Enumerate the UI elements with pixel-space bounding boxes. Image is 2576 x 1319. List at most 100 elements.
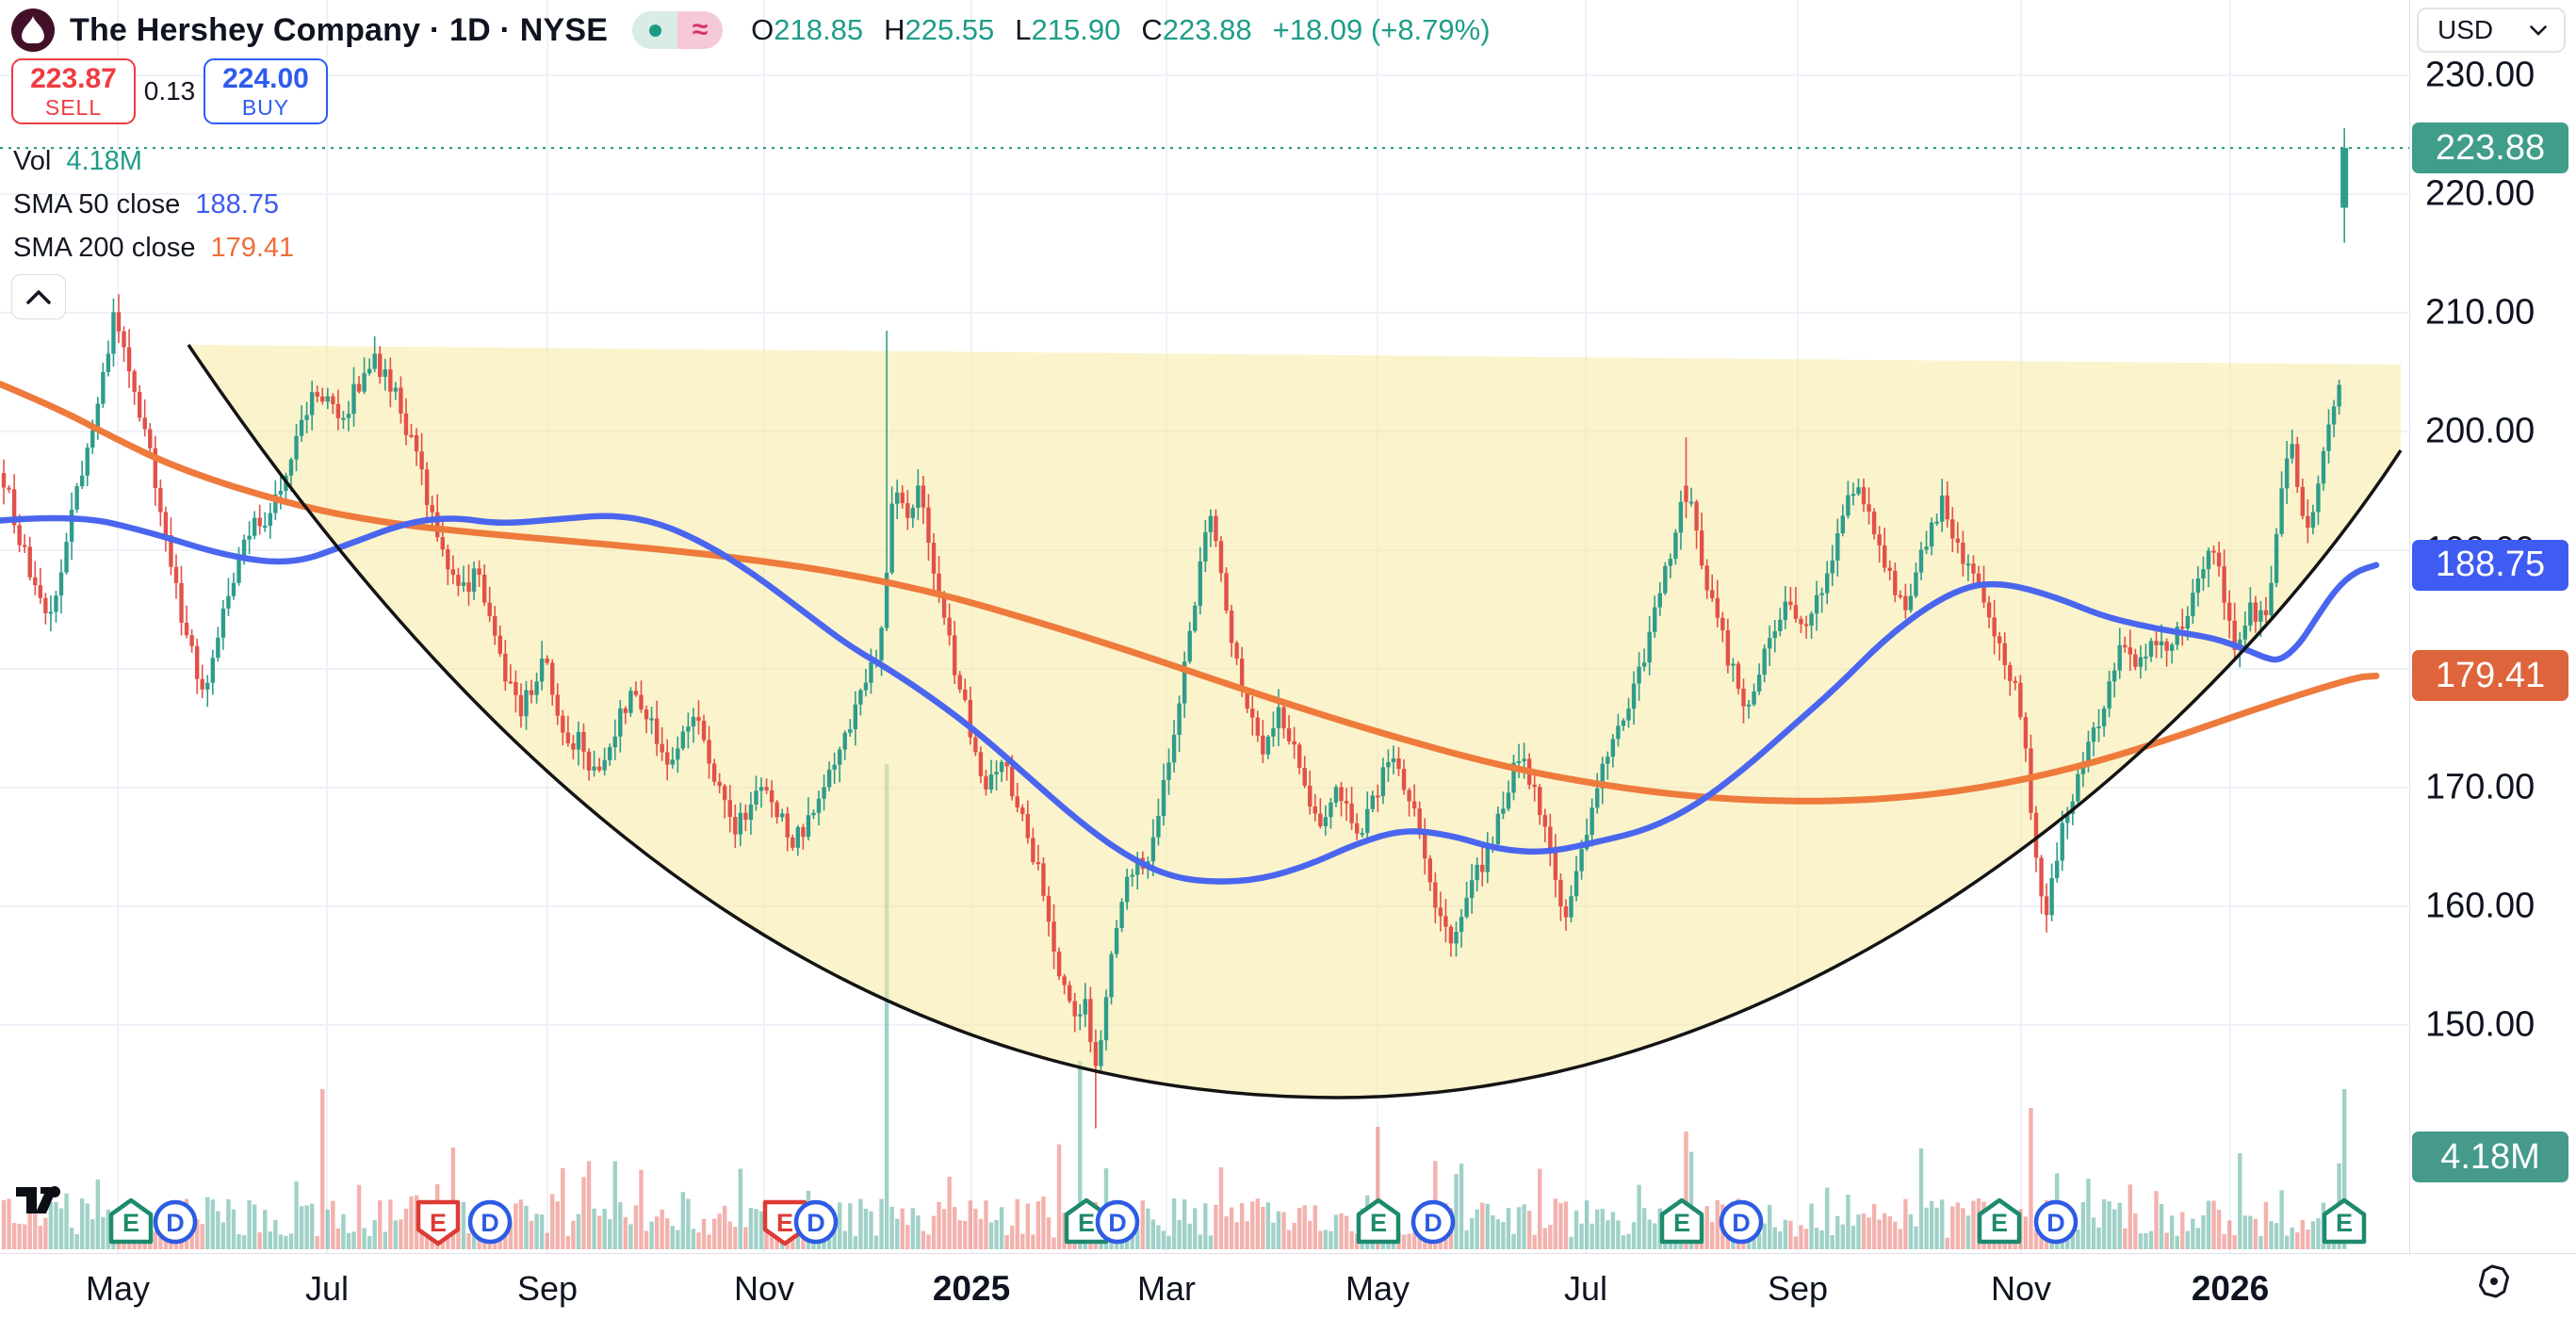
time-tick: Jul: [1563, 1269, 1608, 1308]
candle: [2274, 533, 2279, 583]
candle: [169, 535, 173, 567]
dividend-badge[interactable]: D: [1095, 1199, 1140, 1245]
volume-bar: [466, 1232, 471, 1249]
volume-bar: [471, 1226, 477, 1249]
candle: [2201, 569, 2206, 579]
dividend-badge[interactable]: D: [2033, 1199, 2079, 1245]
volume-bar: [48, 1201, 54, 1249]
volume-bar: [571, 1220, 576, 1249]
candle: [74, 486, 79, 510]
candle: [665, 752, 670, 765]
candle: [205, 682, 210, 690]
earnings-badge[interactable]: E: [1977, 1197, 2022, 1245]
volume-bar: [561, 1167, 565, 1249]
price-axis[interactable]: USD 230.00220.00210.00200.00190.00170.00…: [2409, 0, 2576, 1253]
currency-selector[interactable]: USD: [2417, 8, 2566, 53]
collapse-legend-button[interactable]: [11, 274, 66, 319]
volume-bar: [576, 1213, 581, 1249]
volume-bar: [79, 1198, 85, 1249]
candle: [1454, 931, 1459, 944]
dividend-badge[interactable]: D: [153, 1199, 198, 1245]
dividend-badge[interactable]: D: [1719, 1199, 1764, 1245]
svg-text:E: E: [122, 1209, 139, 1237]
candle: [1344, 801, 1349, 804]
candle: [132, 371, 137, 393]
earnings-badge[interactable]: E: [1064, 1197, 1109, 1245]
volume-bar: [320, 1089, 325, 1249]
earnings-badge[interactable]: E: [762, 1199, 807, 1246]
candle: [785, 813, 790, 838]
buy-button[interactable]: 224.00 BUY: [204, 58, 328, 124]
candle: [973, 737, 978, 753]
candle: [1078, 1014, 1083, 1017]
earnings-badge[interactable]: E: [108, 1197, 154, 1245]
candle: [518, 694, 524, 717]
axis-settings-button[interactable]: [2472, 1260, 2516, 1308]
candle: [1166, 762, 1171, 780]
volume-bar: [1871, 1203, 1877, 1249]
close-label: C: [1141, 13, 1163, 46]
volume-bar: [900, 1208, 905, 1249]
volume-bar: [612, 1161, 617, 1249]
volume-bar: [1177, 1219, 1182, 1249]
time-axis[interactable]: May Jul Sep Nov 2025 Mar May Jul Sep Nov 2026: [0, 1253, 2576, 1319]
volume-bar: [2128, 1184, 2133, 1249]
dividend-badge[interactable]: D: [793, 1199, 839, 1245]
delayed-data-flag[interactable]: ≈: [677, 11, 724, 49]
candle: [2060, 822, 2064, 861]
svg-text:D: D: [166, 1209, 185, 1237]
candle: [1898, 594, 1903, 597]
open-value: 218.85: [774, 13, 864, 46]
hershey-logo[interactable]: [11, 8, 55, 52]
candle: [539, 659, 545, 682]
candle: [1579, 849, 1584, 871]
volume-bar: [1078, 1061, 1083, 1249]
symbol-title[interactable]: The Hershey Company · 1D · NYSE: [70, 11, 609, 48]
candle: [1198, 561, 1203, 606]
candle: [1041, 863, 1046, 896]
dividend-badge[interactable]: D: [467, 1199, 513, 1245]
earnings-badge[interactable]: E: [1659, 1197, 1704, 1245]
candle: [263, 525, 268, 528]
volume-bar: [743, 1227, 748, 1249]
volume-bar: [1056, 1144, 1062, 1249]
market-status-flag[interactable]: [632, 11, 678, 49]
candle: [608, 747, 612, 760]
candle: [1261, 735, 1265, 755]
earnings-badge[interactable]: E: [2322, 1197, 2367, 1245]
volume-legend-row[interactable]: Vol 4.18M: [13, 139, 294, 183]
candle: [1088, 999, 1093, 1042]
candle: [1981, 583, 1986, 603]
candle: [1720, 617, 1725, 631]
sma200-legend-row[interactable]: SMA 200 close 179.41: [13, 226, 294, 269]
volume-bar: [2310, 1221, 2316, 1249]
earnings-badge[interactable]: E: [1356, 1197, 1401, 1245]
candle: [2300, 486, 2305, 516]
sell-button[interactable]: 223.87 SELL: [11, 58, 136, 124]
svg-text:D: D: [1108, 1209, 1127, 1237]
sma50-legend-row[interactable]: SMA 50 close 188.75: [13, 183, 294, 226]
candle: [931, 543, 937, 574]
tradingview-logo[interactable]: [15, 1183, 70, 1222]
candle: [717, 781, 722, 787]
spread-value: 0.13: [143, 76, 196, 106]
volume-bar: [738, 1168, 743, 1249]
candle: [2263, 610, 2269, 616]
volume-bar: [378, 1200, 383, 1249]
volume-bar: [639, 1169, 644, 1249]
candle: [988, 774, 994, 790]
volume-bar: [1788, 1220, 1793, 1249]
volume-bar: [43, 1217, 48, 1249]
dividend-badge[interactable]: D: [1410, 1199, 1456, 1245]
volume-bar: [1835, 1215, 1840, 1249]
high-value: 225.55: [905, 13, 995, 46]
volume-bar: [2316, 1218, 2321, 1249]
sma50-label: SMA 50 close: [13, 188, 181, 220]
volume-bar: [1799, 1225, 1803, 1249]
volume-bar: [2195, 1228, 2201, 1249]
volume-bar: [362, 1228, 367, 1249]
volume-bar: [1803, 1229, 1809, 1249]
earnings-badge[interactable]: E: [416, 1199, 461, 1246]
volume-bar: [524, 1205, 529, 1249]
